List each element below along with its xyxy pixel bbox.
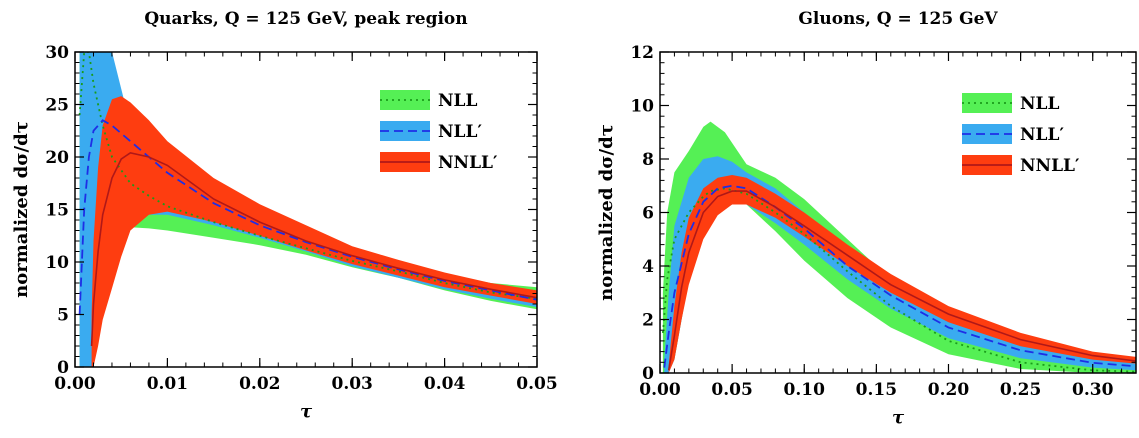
gluons-x-axis-label: τ bbox=[892, 407, 905, 428]
gluons-x-tick-label: 0.30 bbox=[1072, 380, 1114, 400]
quarks-y-tick-label: 5 bbox=[57, 306, 69, 326]
gluons-ticks: 0.00 0.05 0.10 0.15 0.20 0.25 0.30 0 2 4 6 8 10 12 bbox=[630, 43, 1137, 400]
gluons-x-tick-label: 0.15 bbox=[856, 380, 897, 400]
quarks-y-tick-label: 30 bbox=[45, 43, 69, 63]
gluons-bands bbox=[662, 121, 1136, 373]
quarks-y-tick-label: 25 bbox=[45, 96, 69, 116]
quarks-nnll-prime-central-line bbox=[90, 151, 537, 347]
legend-swatch-nll-prime bbox=[380, 121, 430, 141]
legend-label-nll-prime: NLL′ bbox=[438, 122, 482, 142]
quarks-x-tick-label: 0.00 bbox=[54, 374, 96, 394]
quarks-y-tick-label: 15 bbox=[45, 201, 69, 221]
quarks-legend: NLL NLL′ NNLL′ bbox=[380, 90, 498, 173]
gluons-x-tick-label: 0.25 bbox=[1000, 380, 1041, 400]
quarks-x-tick-label: 0.02 bbox=[239, 374, 280, 394]
gluons-y-tick-label: 4 bbox=[642, 257, 654, 277]
quarks-bands bbox=[79, 52, 537, 367]
quarks-nnll-prime-band bbox=[91, 96, 537, 367]
gluons-legend: NLL NLL′ NNLL′ bbox=[962, 93, 1080, 176]
legend-label-nll-prime: NLL′ bbox=[1020, 125, 1064, 145]
gluons-panel: NLL NLL′ NNLL′ 0.00 0.05 0.10 0.15 0.20 0.25 0.3… bbox=[596, 9, 1137, 428]
quarks-x-tick-label: 0.04 bbox=[424, 374, 466, 394]
legend-label-nll: NLL bbox=[1020, 94, 1059, 114]
quarks-nll-prime-central-line bbox=[78, 119, 537, 315]
gluons-y-tick-label: 10 bbox=[630, 97, 654, 117]
gluons-x-tick-label: 0.05 bbox=[711, 380, 752, 400]
gluons-nnll-prime-central-line bbox=[667, 190, 1136, 371]
legend-swatch-nll-prime bbox=[962, 124, 1012, 144]
quarks-x-axis-label: τ bbox=[300, 401, 313, 422]
quarks-y-tick-label: 10 bbox=[45, 253, 69, 273]
quarks-y-axis-label: normalized dσ/dτ bbox=[11, 121, 32, 298]
gluons-lines bbox=[662, 184, 1136, 373]
quarks-panel: NLL NLL′ NNLL′ 0.00 0.01 0.02 0.03 0.04 0.05 0 5 1… bbox=[11, 9, 558, 422]
gluons-nll-prime-central-line bbox=[663, 184, 1136, 368]
gluons-nll-central-line bbox=[662, 187, 1136, 373]
gluons-nll-band bbox=[662, 121, 1136, 373]
quarks-lines bbox=[78, 52, 537, 347]
quarks-ticks: 0.00 0.01 0.02 0.03 0.04 0.05 0 5 10 15 20 25 30 bbox=[45, 43, 557, 394]
gluons-x-tick-label: 0.20 bbox=[928, 380, 970, 400]
quarks-x-tick-label: 0.05 bbox=[516, 374, 557, 394]
gluons-y-tick-label: 8 bbox=[642, 150, 654, 170]
legend-label-nnll-prime: NNLL′ bbox=[1020, 156, 1080, 176]
gluons-title: Gluons, Q = 125 GeV bbox=[798, 9, 998, 29]
gluons-y-axis-label: normalized dσ/dτ bbox=[596, 124, 617, 301]
gluons-nnll-prime-band bbox=[668, 175, 1136, 373]
gluons-y-tick-label: 12 bbox=[630, 43, 654, 63]
quarks-x-tick-label: 0.01 bbox=[147, 374, 188, 394]
quarks-y-tick-label: 20 bbox=[45, 148, 69, 168]
quarks-title: Quarks, Q = 125 GeV, peak region bbox=[144, 9, 467, 29]
gluons-y-tick-label: 2 bbox=[642, 311, 654, 331]
legend-label-nll: NLL bbox=[438, 91, 477, 111]
gluons-y-tick-label: 6 bbox=[642, 204, 654, 224]
quarks-x-tick-label: 0.03 bbox=[331, 374, 372, 394]
quarks-y-tick-label: 0 bbox=[57, 358, 69, 378]
gluons-x-tick-label: 0.10 bbox=[784, 380, 826, 400]
gluons-y-tick-label: 0 bbox=[642, 364, 654, 384]
gluons-x-tick-label: 0.00 bbox=[639, 380, 681, 400]
legend-label-nnll-prime: NNLL′ bbox=[438, 153, 498, 173]
